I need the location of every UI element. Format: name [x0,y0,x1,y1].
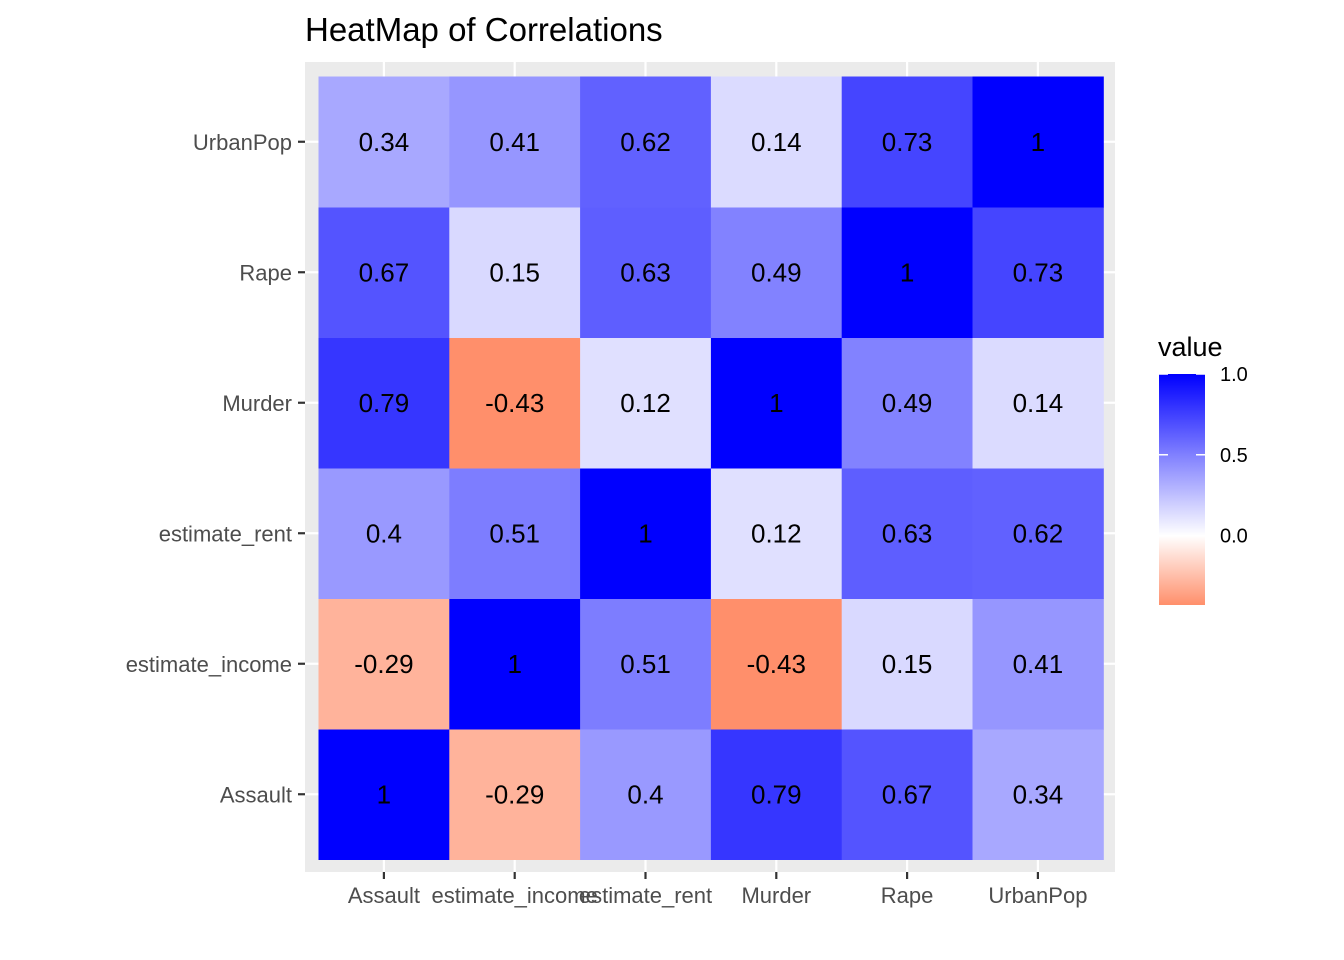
cell-value-label: 0.34 [1013,779,1064,809]
cell-value-label: 0.12 [751,518,802,548]
heatmap-cell [972,337,1104,469]
cell-value-label: 0.49 [882,388,933,418]
heatmap-cell-labels: 1 -0.29 0.4 0.79 0.67 0.34 -0.29 1 0.51 -0.43 0.15… [354,127,1063,810]
heatmap-cell [318,468,450,599]
legend-ticks: 0.0 0.5 1.0 [1159,364,1248,548]
cell-value-label: 0.79 [359,388,410,418]
x-tick-label: UrbanPop [988,883,1087,908]
cell-value-label: 0.73 [1013,257,1064,287]
heatmap-cell [972,76,1104,208]
cell-value-label: 0.63 [882,518,933,548]
heatmap-cell [841,729,973,860]
cell-value-label: -0.29 [354,649,413,679]
legend-colorbar [1159,374,1205,605]
cell-value-label: -0.29 [485,779,544,809]
cell-value-label: 0.12 [620,388,671,418]
cell-value-label: 0.73 [882,127,933,157]
heatmap-cell [580,76,712,208]
heatmap-cell [449,598,581,730]
heatmap-cell [710,337,843,469]
cell-value-label: 0.63 [620,257,671,287]
heatmap-cell [710,207,843,338]
heatmap-cell [710,729,843,860]
cell-value-label: 0.51 [489,518,540,548]
heatmap-cell [841,76,973,208]
heatmap-cell [449,468,581,599]
heatmap-cell [318,207,450,338]
heatmap-cell [318,729,450,860]
cell-value-label: 0.51 [620,649,671,679]
cell-value-label: 0.15 [882,649,933,679]
x-tick-label: Murder [741,883,811,908]
cell-value-label: 0.49 [751,257,802,287]
legend-tick-label: 0.0 [1220,526,1248,548]
heatmap-cell [318,598,450,730]
cell-value-label: 0.79 [751,779,802,809]
heatmap-cell [972,729,1104,860]
heatmap-cell [580,598,712,730]
heatmap-cell [972,598,1104,730]
heatmap-cell [841,207,973,338]
heatmap-cell [449,76,581,208]
cell-value-label: 1 [1031,127,1045,157]
heatmap-cell [318,76,450,208]
heatmap-cell [449,337,581,469]
heatmap-cell [580,729,712,860]
x-tick-label: Assault [348,883,420,908]
legend-tick-label: 0.5 [1220,445,1248,467]
cell-value-label: 0.4 [627,779,663,809]
heatmap-cell [449,729,581,860]
heatmap-cell [841,337,973,469]
heatmap-cell [318,337,450,469]
heatmap-cell [449,207,581,338]
heatmap-cell [841,598,973,730]
heatmap-cell [972,207,1104,338]
y-tick-label: estimate_rent [159,521,292,546]
heatmap-cells [318,76,1104,860]
heatmap-cell [710,598,843,730]
heatmap-cell [710,468,843,599]
cell-value-label: 0.34 [359,127,410,157]
chart-title: HeatMap of Correlations [305,11,663,48]
y-tick-label: Murder [222,391,292,416]
cell-value-label: 1 [769,388,783,418]
y-tick-label: Rape [239,260,292,285]
heatmap-cell [841,468,973,599]
cell-value-label: 0.14 [751,127,802,157]
y-axis: Assault estimate_income estimate_rent Murde… [126,130,305,807]
x-tick-label: estimate_rent [579,883,712,908]
heatmap-cell [972,468,1104,599]
heatmap-cell [710,76,843,208]
y-tick-label: Assault [220,782,292,807]
cell-value-label: 0.41 [1013,649,1064,679]
cell-value-label: 1 [377,779,391,809]
heatmap-cell [580,337,712,469]
y-tick-label: UrbanPop [193,130,292,155]
cell-value-label: 1 [507,649,521,679]
x-tick-label: estimate_income [432,883,598,908]
legend: value 0.0 0.5 1.0 [1158,332,1248,605]
cell-value-label: -0.43 [747,649,806,679]
cell-value-label: 1 [900,257,914,287]
cell-value-label: 1 [638,518,652,548]
cell-value-label: 0.62 [620,127,671,157]
legend-title: value [1158,332,1223,362]
cell-value-label: 0.62 [1013,518,1064,548]
cell-value-label: 0.67 [882,779,933,809]
y-tick-label: estimate_income [126,652,292,677]
legend-tick-label: 1.0 [1220,364,1248,386]
cell-value-label: 0.14 [1013,388,1064,418]
cell-value-label: 0.4 [366,518,402,548]
cell-value-label: -0.43 [485,388,544,418]
cell-value-label: 0.41 [489,127,540,157]
cell-value-label: 0.67 [359,257,410,287]
x-tick-label: Rape [881,883,934,908]
heatmap-cell [580,207,712,338]
heatmap-cell [580,468,712,599]
cell-value-label: 0.15 [489,257,540,287]
